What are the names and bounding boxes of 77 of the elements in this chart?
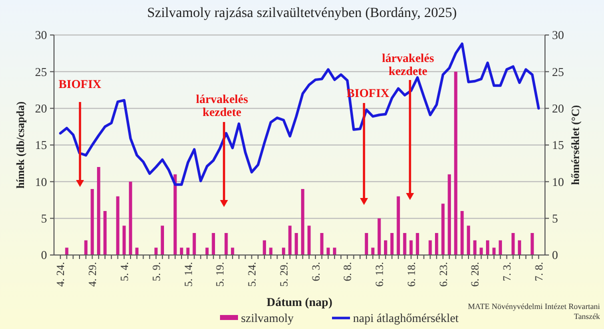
- bar: [65, 248, 68, 255]
- bar: [416, 233, 420, 255]
- x-tick-label: 6. 18.: [406, 262, 418, 287]
- annotation: lárvakelés kezdete: [196, 92, 248, 119]
- x-tick-label: 5. 19.: [214, 262, 227, 287]
- bar: [530, 233, 534, 255]
- y2-tick-label: 30: [552, 28, 564, 42]
- bar: [364, 233, 368, 255]
- bar: [294, 233, 298, 255]
- y-tick-label: 15: [35, 138, 47, 152]
- annotation: lárvakelés kezdete: [382, 51, 434, 78]
- x-tick-label: 6. 28.: [470, 262, 482, 287]
- bar: [466, 226, 470, 255]
- bar: [174, 174, 177, 255]
- y-tick-label: 0: [41, 248, 47, 262]
- chart-title: Szilvamoly rajzása szilvaültetvényben (Bordány, 2025): [147, 6, 458, 21]
- bar: [460, 211, 464, 255]
- bar: [326, 248, 330, 255]
- bar: [90, 189, 94, 255]
- bar: [103, 211, 107, 255]
- bar: [212, 233, 216, 255]
- x-tick-label: 5. 29.: [278, 262, 290, 287]
- x-tick-label: 4. 24.: [55, 262, 68, 287]
- x-tick-label: 6. 8.: [342, 262, 354, 282]
- x-tick-label: 5. 4.: [118, 262, 131, 282]
- y2-tick-label: 5: [552, 212, 558, 226]
- bar: [378, 218, 381, 255]
- line-series: [59, 42, 540, 186]
- x-tick-label: 5. 14.: [182, 262, 195, 287]
- y-tick-label: 10: [35, 174, 47, 189]
- bar: [480, 248, 483, 255]
- bar: [512, 233, 515, 255]
- bar: [122, 226, 126, 255]
- bar: [396, 196, 400, 255]
- y2-tick-label: 10: [552, 174, 564, 189]
- x-tick-label: 5. 24.: [246, 262, 259, 287]
- y2-tick-label: 0: [552, 248, 558, 262]
- bar: [301, 189, 304, 255]
- bar: [390, 233, 394, 255]
- bar: [428, 240, 432, 255]
- bar: [224, 233, 228, 255]
- bar: [434, 233, 438, 255]
- bar: [116, 196, 120, 255]
- bar: [307, 226, 311, 255]
- x-axis-title: Dátum (nap): [266, 295, 332, 309]
- bar: [160, 226, 164, 255]
- bar: [97, 167, 100, 255]
- y2-tick-label: 15: [552, 138, 564, 152]
- x-tick-label: 6. 23.: [438, 262, 450, 287]
- bar: [441, 204, 445, 255]
- x-tick-label: 6. 3.: [310, 262, 322, 282]
- y-tick-label: 30: [35, 28, 47, 42]
- x-tick-label: 7. 3.: [502, 262, 514, 282]
- bar: [288, 226, 292, 255]
- bar: [454, 72, 458, 255]
- y-tick-label: 5: [41, 212, 47, 226]
- x-tick-label: 7. 8.: [533, 262, 546, 282]
- legend-label: napi átlaghőmérséklet: [353, 311, 460, 326]
- bar: [448, 174, 451, 255]
- bar: [192, 233, 196, 255]
- x-tick-label: 5. 9.: [150, 262, 163, 282]
- bar: [371, 248, 374, 255]
- x-tick-label: 4. 29.: [87, 262, 100, 287]
- y-tick-label: 25: [35, 64, 47, 79]
- y2-tick-label: 20: [552, 102, 564, 116]
- bar: [128, 182, 132, 255]
- x-tick-label: 6. 13.: [374, 262, 386, 287]
- bar: [269, 248, 272, 255]
- bar: [320, 233, 324, 255]
- bar: [403, 233, 406, 255]
- y2-axis-title: hőmérséklet (°C): [570, 104, 582, 185]
- y-tick-label: 20: [35, 102, 47, 116]
- y2-tick-label: 25: [552, 64, 564, 79]
- annotation: BIOFIX: [58, 77, 102, 91]
- y-axis-title: hímek (db/csapda): [15, 101, 27, 189]
- legend-label: szilvamoly: [241, 311, 294, 326]
- text: MATE Növényvédelmi Intézet Rovartani Tanszék: [468, 302, 601, 321]
